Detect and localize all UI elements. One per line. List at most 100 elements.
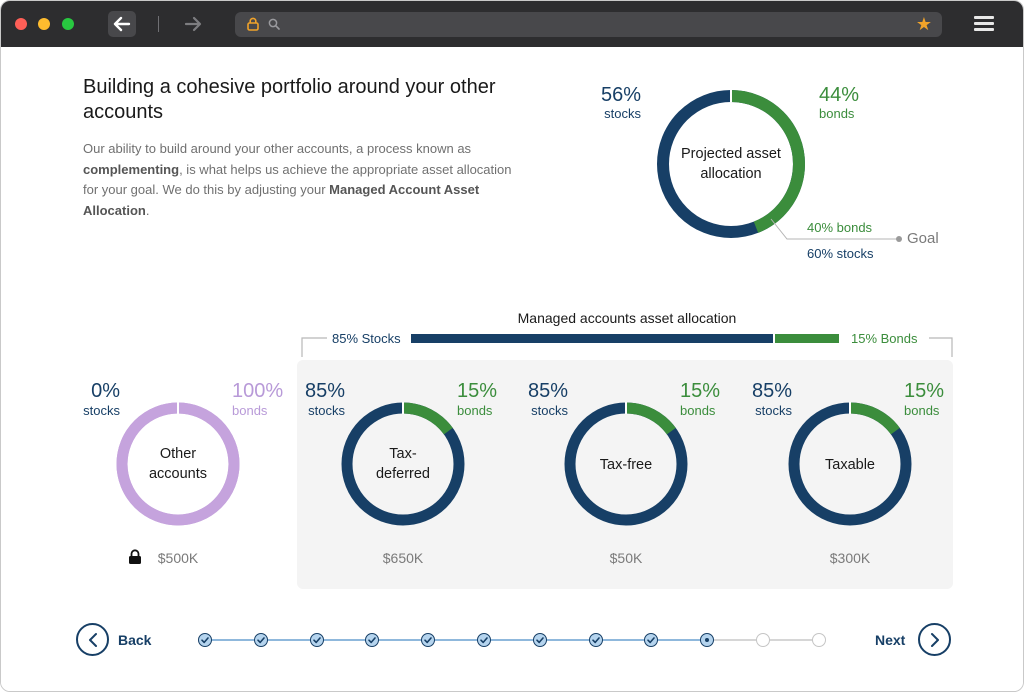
- intro-paragraph: Our ability to build around your other a…: [83, 139, 513, 221]
- account-bonds-percent: 100%: [232, 380, 284, 402]
- account-stocks-percent: 85%: [527, 380, 568, 402]
- account-stocks-percent: 85%: [751, 380, 792, 402]
- progress-step: [477, 633, 491, 647]
- back-button[interactable]: [76, 623, 109, 656]
- goal-bonds-label: 40% bonds: [807, 220, 873, 235]
- goal-label: Goal: [907, 230, 939, 247]
- intro-text-2: , is what helps us achieve the appropria…: [83, 161, 512, 198]
- progress-step: [309, 633, 324, 647]
- check-icon: [201, 637, 209, 644]
- browser-toolbar: ★: [1, 1, 1023, 47]
- account-stocks-percent: 0%: [91, 380, 120, 402]
- account-name-line1: Tax-free: [599, 457, 653, 473]
- account-name-line1: Other: [159, 446, 197, 462]
- forward-arrow-icon: [184, 16, 202, 32]
- check-icon: [480, 637, 488, 644]
- check-icon: [424, 637, 432, 644]
- account-amount: $500K: [157, 550, 199, 566]
- account-name: Tax-free: [571, 455, 681, 475]
- account-donut-chart: [341, 402, 465, 526]
- toolbar-separator: [158, 16, 159, 32]
- intro-bold-2: Managed Account Asset Allocation: [83, 182, 480, 218]
- projected-center-line1: Projected asset: [681, 146, 781, 162]
- account-name-line2: accounts: [148, 466, 208, 482]
- account-amount: $300K: [829, 550, 871, 566]
- projected-donut-chart: [657, 90, 805, 238]
- projected-bonds-label: bonds: [819, 106, 855, 121]
- goal-leader-line: [770, 218, 902, 242]
- progress-step: [532, 633, 547, 647]
- progress-step: [588, 633, 603, 647]
- projected-stocks-percent: 56%: [600, 84, 641, 106]
- next-label[interactable]: Next: [875, 632, 906, 648]
- progress-step: [756, 633, 770, 647]
- projected-bonds-percent: 44%: [819, 84, 860, 106]
- account-name: Other accounts: [123, 444, 233, 484]
- chevron-left-icon: [88, 632, 97, 647]
- progress-step: [365, 633, 380, 647]
- account-donut-chart: [564, 402, 688, 526]
- account-bonds-percent: 15%: [457, 380, 498, 402]
- managed-accounts-panel: [297, 360, 953, 589]
- projected-stocks-label: stocks: [604, 106, 641, 121]
- address-bar[interactable]: ★: [235, 12, 942, 37]
- account-stocks-label: stocks: [308, 403, 345, 418]
- chevron-right-icon: [930, 632, 939, 647]
- next-button[interactable]: [918, 623, 951, 656]
- hamburger-menu-icon[interactable]: [974, 16, 994, 32]
- projected-center-label: Projected asset allocation: [661, 144, 801, 184]
- progress-step: [700, 633, 715, 647]
- progress-step: [421, 633, 436, 647]
- back-label[interactable]: Back: [118, 632, 152, 648]
- progress-step: [198, 633, 212, 647]
- account-amount: $650K: [382, 550, 424, 566]
- account-donut-chart: [788, 402, 912, 526]
- page-title: Building a cohesive portfolio around you…: [83, 76, 496, 123]
- intro-text-3: .: [145, 202, 150, 218]
- star-icon[interactable]: ★: [915, 14, 932, 34]
- page-content: Building a cohesive portfolio around you…: [1, 47, 1023, 691]
- check-icon: [591, 637, 600, 644]
- check-icon: [647, 637, 656, 644]
- close-window-button[interactable]: [15, 18, 27, 30]
- managed-allocation-title: Managed accounts asset allocation: [517, 310, 737, 326]
- projected-center-line2: allocation: [700, 166, 762, 182]
- account-name: Tax-deferred: [348, 444, 458, 484]
- account-name: Taxable: [795, 455, 905, 475]
- managed-stocks-label: 85% Stocks: [332, 331, 401, 346]
- account-name-line1: Tax-: [389, 446, 417, 462]
- back-arrow-icon: [113, 16, 131, 32]
- browser-back-button[interactable]: [108, 11, 136, 37]
- minimize-window-button[interactable]: [38, 18, 50, 30]
- account-stocks-label: stocks: [83, 403, 120, 418]
- account-stocks-label: stocks: [755, 403, 792, 418]
- goal-stocks-label: 60% stocks: [807, 246, 874, 261]
- account-bonds-label: bonds: [904, 403, 940, 418]
- check-icon: [312, 637, 321, 644]
- account-stocks-label: stocks: [531, 403, 568, 418]
- account-stocks-percent: 85%: [304, 380, 345, 402]
- intro-text-1: Our ability to build around your other a…: [83, 141, 472, 156]
- progress-step: [811, 633, 826, 647]
- account-bonds-label: bonds: [232, 403, 268, 418]
- search-icon: [268, 18, 280, 30]
- managed-stocks-bar: [411, 334, 773, 343]
- account-name-line2: deferred: [375, 466, 430, 482]
- progress-track-complete: [205, 639, 708, 641]
- managed-bonds-bar: [775, 334, 839, 343]
- browser-forward-button[interactable]: [179, 11, 207, 37]
- intro-bold-1: complementing: [83, 161, 180, 177]
- check-icon: [256, 637, 265, 644]
- account-bonds-label: bonds: [680, 403, 716, 418]
- account-donut-chart: [116, 402, 240, 526]
- current-step-dot: [705, 638, 710, 642]
- padlock-icon: [129, 549, 141, 564]
- progress-step: [644, 633, 659, 647]
- check-icon: [535, 637, 544, 644]
- account-bonds-percent: 15%: [904, 380, 945, 402]
- account-bonds-percent: 15%: [680, 380, 721, 402]
- maximize-window-button[interactable]: [62, 18, 74, 30]
- account-amount: $50K: [609, 550, 643, 566]
- managed-bracket: [301, 337, 953, 357]
- managed-bonds-label: 15% Bonds: [851, 331, 918, 346]
